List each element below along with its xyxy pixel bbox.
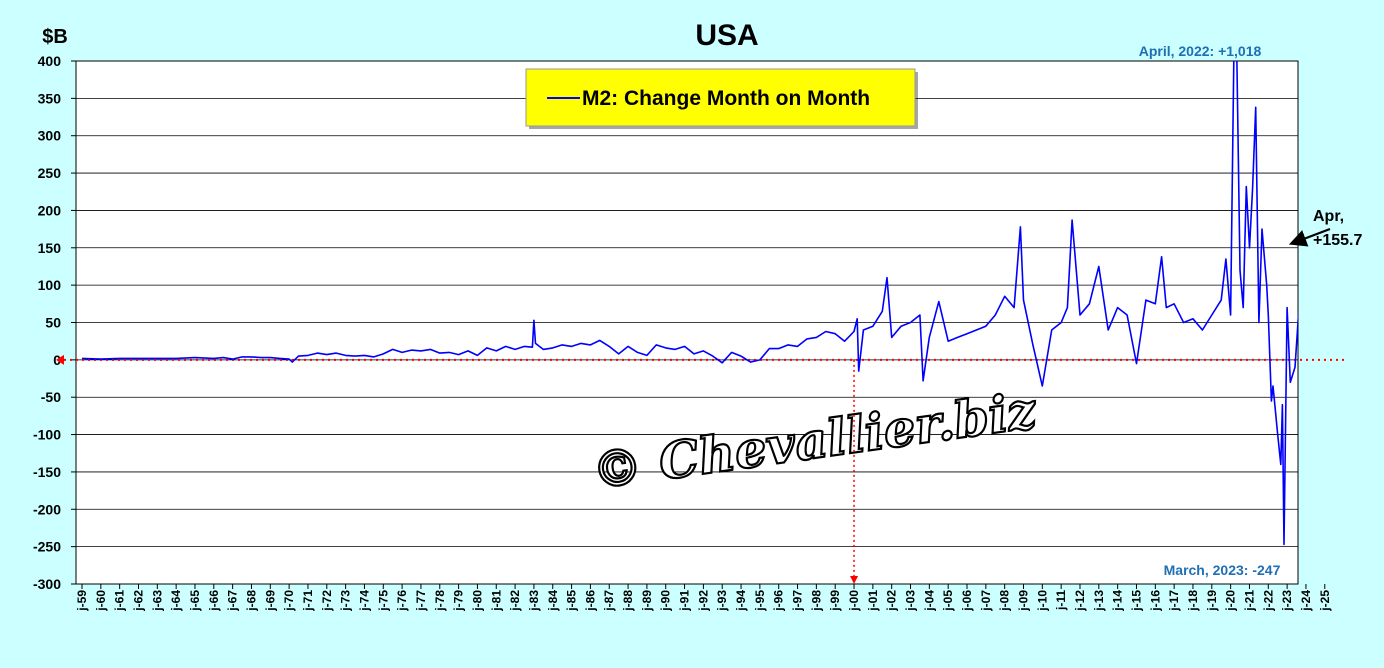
- x-tick-label: j-95: [753, 590, 767, 612]
- x-tick-label: j-11: [1054, 590, 1068, 611]
- x-tick-label: j-24: [1299, 590, 1313, 612]
- x-tick-label: j-61: [113, 590, 127, 612]
- x-tick-label: j-59: [75, 590, 89, 612]
- x-tick-label: j-12: [1073, 590, 1087, 612]
- x-tick-label: j-00: [847, 590, 861, 612]
- x-tick-label: j-92: [696, 590, 710, 612]
- x-tick-label: j-90: [659, 590, 673, 612]
- y-axis-label: $B: [42, 26, 68, 48]
- x-axis-ticks: j-59 j-60 j-61 j-62 j-63 j-64 j-65 j-66 j-67 j-68…: [75, 584, 1332, 612]
- x-tick-label: j-25: [1318, 590, 1332, 612]
- y-tick-label: 150: [38, 240, 62, 256]
- x-tick-label: j-88: [621, 590, 635, 612]
- annotation-trough: March, 2023: -247: [1164, 562, 1281, 578]
- x-tick-label: j-60: [94, 590, 108, 612]
- x-tick-label: j-79: [452, 590, 466, 612]
- x-tick-label: j-85: [565, 590, 579, 612]
- x-tick-label: j-84: [546, 590, 560, 612]
- x-tick-label: j-01: [866, 590, 880, 612]
- x-tick-label: j-05: [941, 590, 955, 612]
- legend: M2: Change Month on Month: [525, 68, 918, 129]
- x-tick-label: j-89: [640, 590, 654, 612]
- x-tick-label: j-86: [583, 590, 597, 612]
- reference-lines: [56, 354, 1345, 584]
- x-tick-label: j-14: [1111, 590, 1125, 612]
- y-tick-label: 300: [38, 128, 62, 144]
- x-tick-label: j-98: [809, 590, 823, 612]
- x-tick-label: j-22: [1261, 590, 1275, 612]
- y-tick-label: 350: [38, 90, 62, 106]
- x-tick-label: j-66: [207, 590, 221, 612]
- x-tick-label: j-73: [339, 590, 353, 612]
- x-tick-label: j-70: [282, 590, 296, 612]
- y-tick-label: -150: [33, 464, 61, 480]
- x-tick-label: j-93: [715, 590, 729, 612]
- chart-title: USA: [695, 19, 758, 52]
- x-tick-label: j-83: [527, 590, 541, 612]
- x-tick-label: j-77: [414, 590, 428, 612]
- x-tick-label: j-87: [602, 590, 616, 612]
- x-tick-label: j-15: [1129, 590, 1143, 612]
- x-tick-label: j-81: [489, 590, 503, 612]
- x-tick-label: j-13: [1092, 590, 1106, 612]
- x-tick-label: j-65: [188, 590, 202, 612]
- x-tick-label: j-94: [734, 590, 748, 612]
- x-tick-label: j-63: [150, 590, 164, 612]
- x-tick-label: j-10: [1035, 590, 1049, 612]
- x-tick-label: j-04: [922, 590, 936, 612]
- y-tick-label: 50: [45, 315, 61, 331]
- y-tick-label: -200: [33, 501, 61, 517]
- x-tick-label: j-17: [1167, 590, 1181, 612]
- x-tick-label: j-03: [904, 590, 918, 612]
- x-tick-label: j-62: [131, 590, 145, 612]
- x-tick-label: j-80: [470, 590, 484, 612]
- x-tick-label: j-08: [998, 590, 1012, 612]
- x-tick-label: j-91: [678, 590, 692, 612]
- x-tick-label: j-71: [301, 590, 315, 612]
- x-tick-label: j-67: [226, 590, 240, 612]
- y-tick-label: -50: [41, 389, 61, 405]
- y-tick-label: -250: [33, 539, 61, 555]
- x-tick-label: j-96: [772, 590, 786, 612]
- y-axis-ticks: 400350300250200150100500-50-100-150-200-…: [33, 53, 76, 592]
- x-tick-label: j-02: [885, 590, 899, 612]
- annotation-latest-value: +155.7: [1313, 232, 1362, 249]
- x-tick-label: j-78: [433, 590, 447, 612]
- y-tick-label: 250: [38, 165, 62, 181]
- y-tick-label: 400: [38, 53, 62, 69]
- legend-label: M2: Change Month on Month: [582, 87, 870, 110]
- x-tick-label: j-18: [1186, 590, 1200, 612]
- x-tick-label: j-72: [320, 590, 334, 612]
- annotation-latest-month: Apr,: [1313, 208, 1344, 225]
- y-tick-label: 200: [38, 202, 62, 218]
- annotation-arrow: [1288, 227, 1331, 247]
- x-tick-label: j-19: [1205, 590, 1219, 612]
- x-tick-label: j-64: [169, 590, 183, 612]
- y-tick-label: 100: [38, 277, 62, 293]
- zero-reference-arrow: [56, 354, 64, 365]
- x-tick-label: j-97: [791, 590, 805, 612]
- x-tick-label: j-09: [1017, 590, 1031, 612]
- x-tick-label: j-74: [357, 590, 371, 612]
- x-tick-label: j-99: [828, 590, 842, 612]
- x-tick-label: j-23: [1280, 590, 1294, 612]
- annotation-peak: April, 2022: +1,018: [1139, 43, 1262, 59]
- series-line-m2: [81, 61, 1298, 546]
- x-tick-label: j-21: [1242, 590, 1256, 612]
- x-tick-label: j-16: [1148, 590, 1162, 612]
- x-tick-label: j-68: [244, 590, 258, 612]
- x-tick-label: j-20: [1224, 590, 1238, 612]
- year-2000-reference-arrow: [850, 576, 859, 584]
- x-tick-label: j-75: [376, 590, 390, 612]
- x-tick-label: j-07: [979, 590, 993, 612]
- x-tick-label: j-06: [960, 590, 974, 612]
- x-tick-label: j-69: [263, 590, 277, 612]
- x-tick-label: j-82: [508, 590, 522, 612]
- y-tick-label: -300: [33, 576, 61, 592]
- y-tick-label: -100: [33, 427, 61, 443]
- x-tick-label: j-76: [395, 590, 409, 612]
